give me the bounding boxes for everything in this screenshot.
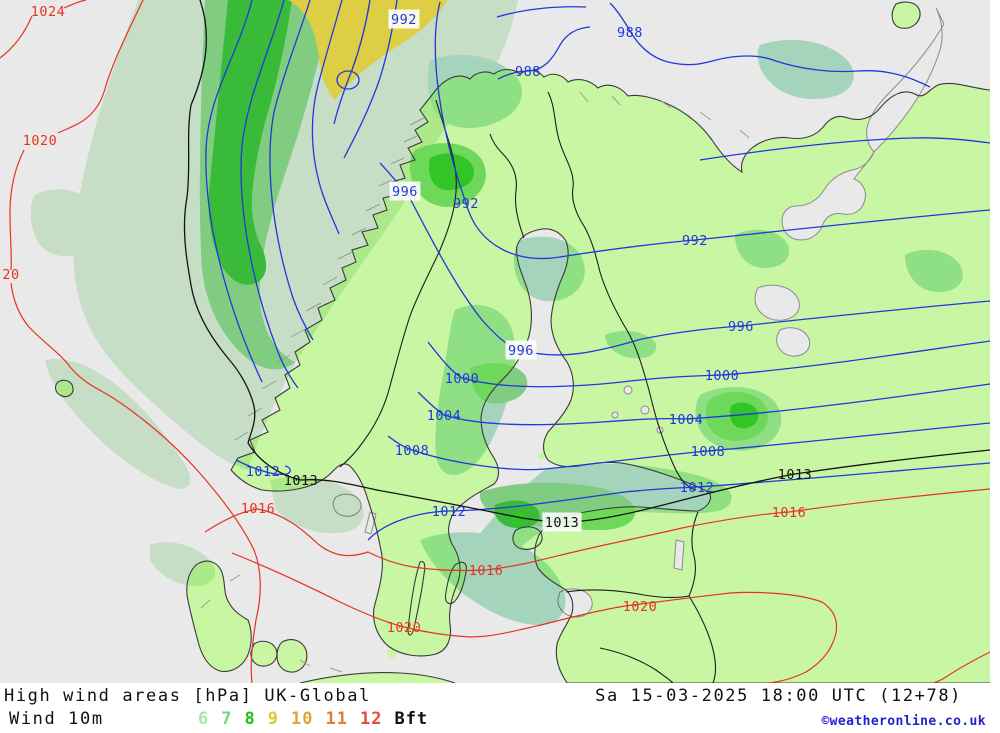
isobar-label-1004: 1004	[427, 408, 462, 424]
closed-low-contour	[336, 70, 360, 90]
isobar-label-1020: 1020	[387, 620, 422, 636]
isobar-layer-red	[0, 0, 990, 683]
denmark-fyn	[250, 641, 277, 667]
isobar-label-988: 988	[515, 64, 541, 80]
lakes-layer	[332, 7, 945, 618]
wind-area-8bft	[208, 0, 759, 528]
isobar-label-1024: 1024	[31, 4, 66, 20]
isobar-label-1013: 1013	[778, 467, 813, 483]
isobar-label-1000: 1000	[705, 368, 740, 384]
copyright-label: ©weatheronline.co.uk	[821, 714, 986, 729]
beaufort-legend: 6 7 8 9 10 11 12 Bft	[198, 709, 428, 729]
isobar-label-1012: 1012	[432, 504, 467, 520]
fjord-detail	[200, 91, 750, 673]
isobar-label-1004: 1004	[669, 412, 704, 428]
legend-bft-6: 6	[198, 709, 210, 729]
border-estonia-russia	[688, 511, 699, 597]
isobar-label-996: 996	[728, 319, 754, 335]
isobar-label-box	[389, 181, 421, 201]
wind-shading-layer	[30, 0, 963, 625]
denmark-jutland	[186, 561, 252, 672]
footer-bar: High wind areas [hPa] UK-Global Sa 15-03…	[0, 683, 1000, 733]
isobar-label-layer: 992 988 988 996 992 992 996 996 1000 1000 1004 1004…	[2, 4, 813, 636]
border-norway-sweden	[339, 99, 457, 468]
finnish-lake-3	[611, 411, 619, 419]
isobar-label-1020: 1020	[23, 133, 58, 149]
island-aland	[537, 452, 545, 460]
isobar-label-20: 20	[2, 267, 19, 283]
isobar-label-1016: 1016	[469, 563, 504, 579]
map-area: 992 988 988 996 992 992 996 996 1000 1000 1004 1004…	[0, 0, 990, 683]
border-latvia-lithuania	[599, 647, 674, 683]
map-parameter-label: Wind 10m	[9, 709, 104, 729]
isobar-label-box	[505, 340, 537, 360]
legend-bft-12: 12	[359, 709, 383, 729]
isobar-label-1013: 1013	[284, 473, 319, 489]
isobar-label-992: 992	[391, 12, 417, 28]
island-aland-2	[545, 448, 551, 454]
isobar-label-box	[542, 512, 582, 532]
weather-map-svg: 992 988 988 996 992 992 996 996 1000 1000 1004 1004…	[0, 0, 990, 683]
isobar-label-1012: 1012	[680, 480, 715, 496]
coastline-layer	[55, 1, 990, 683]
isobar-label-1012: 1012	[246, 464, 281, 480]
isobar-label-1008: 1008	[691, 444, 726, 460]
border-layer	[339, 91, 717, 683]
finnish-lake-2	[640, 405, 650, 415]
map-title: High wind areas [hPa] UK-Global	[4, 686, 371, 706]
isobar-layer-blue	[205, 0, 990, 541]
isobar-label-992: 992	[453, 196, 479, 212]
isobar-label-1016: 1016	[241, 501, 276, 517]
border-finland-russia	[547, 91, 697, 491]
isobar-label-996: 996	[392, 184, 418, 200]
wind-area-6bft	[30, 0, 518, 587]
legend-bft-8: 8	[244, 709, 256, 729]
finnish-lake	[623, 385, 633, 395]
lake-peipus	[673, 539, 685, 571]
isobar-label-1020: 1020	[623, 599, 658, 615]
isobar-label-1016: 1016	[772, 505, 807, 521]
isobar-label-box	[388, 9, 420, 29]
isobar-label-992: 992	[682, 233, 708, 249]
legend-bft-10: 10	[291, 709, 314, 729]
border-estonia-latvia	[565, 589, 690, 598]
legend-bft-11: 11	[325, 709, 348, 729]
isobar-label-1013: 1013	[545, 515, 580, 531]
border-sweden-finland	[489, 133, 525, 239]
border-latvia-russia	[688, 595, 717, 683]
legend-bft-7: 7	[221, 709, 233, 729]
isobar-label-1000: 1000	[445, 371, 480, 387]
legend-unit-label: Bft	[394, 709, 429, 729]
island-bornholm	[387, 648, 397, 658]
legend-bft-9: 9	[267, 709, 279, 729]
island-kanin	[892, 2, 921, 29]
isobar-label-1008: 1008	[395, 443, 430, 459]
lake-onega	[776, 327, 811, 357]
german-coast	[300, 672, 455, 683]
isobar-label-996: 996	[508, 343, 534, 359]
isobar-label-988: 988	[617, 25, 643, 41]
map-datetime: Sa 15-03-2025 18:00 UTC (12+78)	[595, 686, 962, 706]
lake-ladoga	[754, 284, 800, 321]
denmark-zealand	[277, 639, 307, 673]
island-oland	[408, 561, 425, 636]
